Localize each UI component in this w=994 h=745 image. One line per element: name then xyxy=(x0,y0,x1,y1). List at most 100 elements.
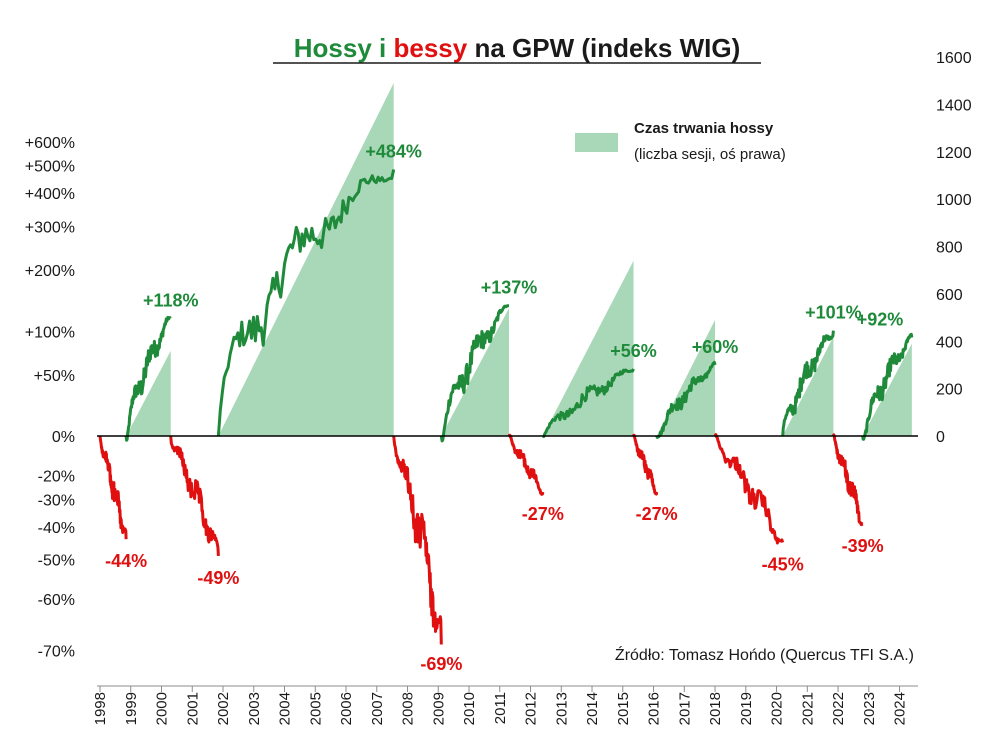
bull-gain-label: +101% xyxy=(805,303,862,323)
x-tick-label: 2006 xyxy=(338,692,355,725)
bear-market-lines xyxy=(98,433,864,645)
bull-gain-label: +60% xyxy=(692,337,739,357)
source-note: Źródło: Tomasz Hońdo (Quercus TFI S.A.) xyxy=(615,645,914,664)
right-tick-label: 0 xyxy=(936,429,945,446)
duration-area xyxy=(126,350,171,436)
bull-market-line xyxy=(655,360,717,439)
x-tick-label: 2015 xyxy=(615,692,632,725)
x-tick-label: 2007 xyxy=(369,692,386,725)
x-tick-label: 2016 xyxy=(646,692,663,725)
left-tick-label: -40% xyxy=(38,520,75,537)
x-tick-label: 2017 xyxy=(676,692,693,725)
left-tick-label: +300% xyxy=(25,220,75,237)
chart-title: Hossy i bessy na GPW (indeks WIG) xyxy=(294,33,740,63)
annotations: +118% +484% +137% +56% +60% +101%+92% -44% -49%… xyxy=(105,142,903,674)
bull-gain-label: +118% xyxy=(143,290,199,310)
x-tick-label: 2019 xyxy=(738,692,755,725)
x-tick-label: 2011 xyxy=(492,692,509,724)
x-tick-label: 2000 xyxy=(154,692,171,725)
legend-title: Czas trwania hossy xyxy=(634,120,774,137)
duration-area xyxy=(218,83,394,437)
x-tick-label: 2012 xyxy=(523,692,540,725)
legend: Czas trwania hossy (liczba sesji, oś pra… xyxy=(575,120,786,163)
bear-loss-label: -49% xyxy=(197,568,239,588)
bull-gain-label: +137% xyxy=(481,278,538,298)
left-tick-label: +400% xyxy=(25,186,75,203)
duration-area xyxy=(862,343,912,436)
bull-market-line xyxy=(439,304,510,443)
right-tick-label: 400 xyxy=(936,334,963,351)
right-tick-label: 1400 xyxy=(936,97,972,114)
left-tick-label: -70% xyxy=(38,643,75,660)
duration-areas xyxy=(126,83,912,437)
bear-loss-label: -44% xyxy=(105,551,147,571)
left-tick-label: 0% xyxy=(52,429,75,446)
x-tick-label: 1998 xyxy=(92,692,109,725)
bull-market-line xyxy=(216,169,396,437)
x-tick-label: 2023 xyxy=(861,692,878,725)
bull-market-lines xyxy=(124,169,914,443)
left-axis: +600% +500% +400% +300% +200% +100% +50% 0% -20%… xyxy=(25,135,75,660)
left-tick-label: -50% xyxy=(38,552,75,569)
right-tick-label: 600 xyxy=(936,287,963,304)
left-tick-label: +200% xyxy=(25,263,75,280)
bull-gain-label: +56% xyxy=(610,341,657,361)
x-tick-label: 2020 xyxy=(769,692,786,725)
bear-loss-label: -45% xyxy=(762,554,804,574)
x-tick-label: 2009 xyxy=(430,692,447,725)
right-tick-label: 200 xyxy=(936,382,963,399)
chart-title-part: Hossy xyxy=(294,33,373,63)
bear-market-line xyxy=(831,433,864,527)
x-axis: 1998 1999 2000 2001 2002 2003 2004 2005 2006 2007… xyxy=(92,685,918,725)
bear-market-line xyxy=(632,433,659,496)
x-tick-label: 2005 xyxy=(307,692,324,725)
bear-market-line xyxy=(98,435,128,540)
x-tick-label: 2013 xyxy=(553,692,570,725)
x-tick-label: 1999 xyxy=(123,692,140,725)
x-tick-label: 2014 xyxy=(584,692,601,725)
bear-loss-label: -27% xyxy=(522,504,564,524)
left-tick-label: +500% xyxy=(25,158,75,175)
right-tick-label: 800 xyxy=(936,240,963,257)
bull-market-line xyxy=(542,368,635,438)
x-tick-label: 2002 xyxy=(215,692,232,725)
duration-area xyxy=(441,308,509,436)
right-tick-label: 1600 xyxy=(936,50,972,67)
x-tick-label: 2004 xyxy=(277,692,294,725)
duration-area xyxy=(542,260,634,436)
bear-market-line xyxy=(507,433,545,496)
left-tick-label: -20% xyxy=(38,469,75,486)
right-axis: 1600 1400 1200 1000 800 600 400 200 0 xyxy=(936,50,972,446)
bear-loss-label: -69% xyxy=(420,654,462,674)
bear-market-line xyxy=(392,435,443,645)
bull-gain-label: +92% xyxy=(857,309,904,329)
left-tick-label: +600% xyxy=(25,135,75,152)
x-tick-label: 2001 xyxy=(184,692,201,725)
bull-market-line xyxy=(781,330,835,437)
right-tick-label: 1000 xyxy=(936,192,972,209)
duration-area xyxy=(782,336,834,436)
x-tick-label: 2022 xyxy=(830,692,847,725)
left-tick-label: +50% xyxy=(34,368,75,385)
left-tick-label: -30% xyxy=(38,492,75,509)
bull-market-line xyxy=(861,332,914,441)
left-tick-label: +100% xyxy=(25,324,75,341)
x-tick-label: 2024 xyxy=(892,692,909,725)
x-tick-label: 2021 xyxy=(799,692,816,725)
left-tick-label: -60% xyxy=(38,592,75,609)
bear-loss-label: -27% xyxy=(636,504,678,524)
x-tick-label: 2018 xyxy=(707,692,724,725)
bull-gain-label: +484% xyxy=(365,142,422,162)
legend-subtitle: (liczba sesji, oś prawa) xyxy=(634,146,786,163)
bear-market-line xyxy=(169,435,220,556)
bull-market-line xyxy=(124,315,172,442)
bear-loss-label: -39% xyxy=(842,536,884,556)
chart-title-part: i xyxy=(372,33,394,63)
legend-swatch xyxy=(575,133,618,152)
bear-market-line xyxy=(713,433,785,545)
chart-title-part: bessy xyxy=(393,33,467,63)
x-tick-label: 2008 xyxy=(400,692,417,725)
chart-title-part: na GPW (indeks WIG) xyxy=(467,33,740,63)
x-tick-label: 2010 xyxy=(461,692,478,725)
